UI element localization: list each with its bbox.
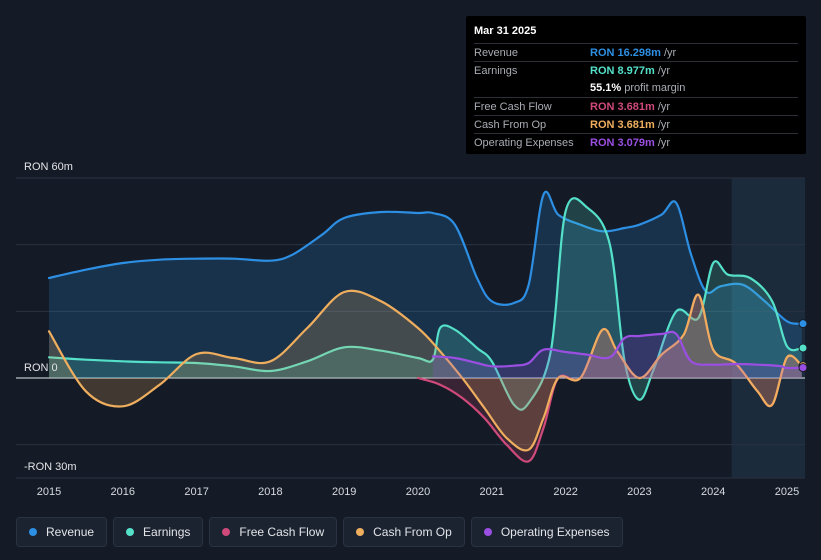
x-tick-label: 2022 xyxy=(553,486,577,498)
x-tick-label: 2023 xyxy=(627,486,651,498)
earnings-area xyxy=(49,198,802,410)
x-tick-label: 2018 xyxy=(258,486,282,498)
tooltip-row-label: Free Cash Flow xyxy=(474,100,552,113)
tooltip-date: Mar 31 2025 xyxy=(474,25,537,37)
tooltip-row: Operating Expenses RON 3.079m/yr xyxy=(474,133,798,151)
x-tick-label: 2025 xyxy=(775,486,799,498)
tooltip-row-value: RON 8.977m xyxy=(590,64,655,77)
earnings-line xyxy=(47,197,803,411)
y-label-top: RON 60m xyxy=(24,161,73,173)
legend-label: Free Cash Flow xyxy=(239,525,325,539)
legend-dot-icon xyxy=(356,528,365,536)
x-tick-label: 2024 xyxy=(701,486,725,498)
tooltip-row-unit: /yr xyxy=(663,46,677,59)
free-cash-flow-area xyxy=(418,294,802,462)
highlight-band xyxy=(731,178,805,478)
legend-dot-icon xyxy=(29,528,37,536)
cash-from-op-area xyxy=(49,290,802,451)
operating-expenses-end-marker xyxy=(798,363,808,373)
tooltip: Mar 31 2025 Revenue RON 16.298m/yr Earning… xyxy=(466,16,806,154)
x-tick-label: 2019 xyxy=(332,486,356,498)
tooltip-row-label: Earnings xyxy=(474,64,518,77)
x-tick-label: 2015 xyxy=(37,486,61,498)
y-label-bottom: -RON 30m xyxy=(24,461,77,473)
operating-expenses-line xyxy=(431,330,803,370)
tooltip-row-label: Revenue xyxy=(474,46,519,59)
earnings-end-marker xyxy=(798,343,808,353)
tooltip-row-unit: /yr xyxy=(657,100,671,113)
legend-label: Earnings xyxy=(143,525,191,539)
tooltip-row-value: RON 3.079m xyxy=(590,137,655,150)
x-tick-label: 2016 xyxy=(111,486,135,498)
legend-dot-icon xyxy=(483,528,492,536)
legend-dot-icon xyxy=(222,528,231,536)
tooltip-row-value: RON 3.681m xyxy=(590,100,655,113)
legend-item-earnings[interactable]: Earnings xyxy=(113,517,204,547)
tooltip-row: Free Cash Flow RON 3.681m/yr xyxy=(474,96,798,115)
cash-from-op-line xyxy=(47,289,803,452)
legend-item-revenue[interactable]: Revenue xyxy=(16,517,108,547)
tooltip-row-value: 55.1% xyxy=(590,82,622,95)
legend: Revenue Earnings Free Cash Flow Cash From O… xyxy=(16,517,623,547)
tooltip-row: 55.1% profit margin xyxy=(474,80,798,97)
revenue-end-marker xyxy=(798,319,808,329)
x-tick-label: 2017 xyxy=(184,486,208,498)
legend-dot-icon xyxy=(126,528,135,536)
x-tick-label: 2021 xyxy=(480,486,504,498)
tooltip-row-unit: /yr xyxy=(657,118,671,131)
legend-item-operating-expenses[interactable]: Operating Expenses xyxy=(470,517,623,547)
legend-item-cash-from-op[interactable]: Cash From Op xyxy=(343,517,465,547)
tooltip-row-unit: /yr xyxy=(657,137,671,150)
tooltip-row-unit: /yr xyxy=(657,64,671,77)
tooltip-row-value: RON 16.298m xyxy=(590,46,661,59)
tooltip-row: Revenue RON 16.298m/yr xyxy=(474,43,798,61)
tooltip-row-unit: profit margin xyxy=(624,82,686,95)
tooltip-row-label: Cash From Op xyxy=(474,118,547,131)
tooltip-row-label: Operating Expenses xyxy=(474,137,574,150)
revenue-area xyxy=(49,191,802,378)
legend-label: Revenue xyxy=(46,525,95,539)
revenue-line xyxy=(47,190,803,325)
tooltip-row: Cash From Op RON 3.681m/yr xyxy=(474,115,798,133)
legend-label: Cash From Op xyxy=(373,525,452,539)
legend-item-free-cash-flow[interactable]: Free Cash Flow xyxy=(209,517,338,547)
legend-label: Operating Expenses xyxy=(500,525,610,539)
tooltip-row-value: RON 3.681m xyxy=(590,118,655,131)
tooltip-row: Earnings RON 8.977m/yr xyxy=(474,61,798,79)
operating-expenses-area xyxy=(432,331,802,378)
x-tick-label: 2020 xyxy=(406,486,430,498)
y-label-zero: RON 0 xyxy=(24,362,58,374)
